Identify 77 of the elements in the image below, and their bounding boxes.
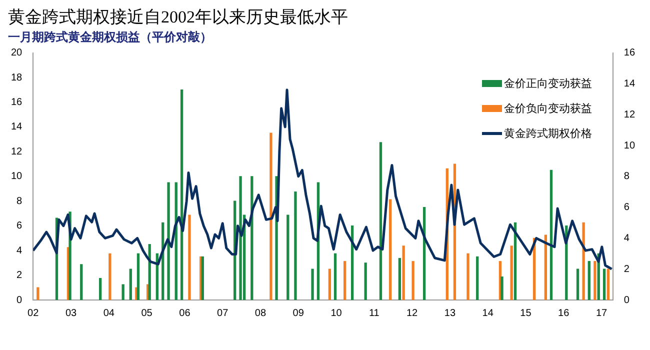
y-tick-label: 16	[11, 96, 23, 108]
bar	[364, 262, 367, 300]
bar	[328, 268, 332, 300]
bar	[286, 214, 290, 300]
x-tick-label: 14	[482, 308, 494, 319]
chart-title: 黄金跨式期权接近自2002年以来历史最低水平	[8, 8, 348, 27]
x-tick-label: 06	[179, 308, 191, 319]
x-tick-label: 09	[292, 308, 304, 319]
bar	[594, 261, 596, 300]
y2-tick-label: 4	[624, 232, 630, 244]
x-tick-label: 07	[217, 308, 229, 319]
bar	[99, 278, 102, 300]
x-tick-label: 03	[65, 308, 78, 319]
bar	[294, 192, 297, 300]
y-tick-label: 12	[11, 146, 23, 158]
x-tick-label: 05	[141, 308, 153, 319]
y2-tick-label: 8	[624, 171, 630, 182]
x-tick-label: 08	[254, 308, 266, 319]
x-tick-label: 17	[596, 308, 608, 319]
y-tick-label: 4	[16, 245, 23, 256]
y-tick-label: 14	[11, 122, 23, 133]
bar	[582, 222, 585, 300]
y2-tick-label: 10	[624, 140, 636, 152]
y-tick-label: 8	[16, 196, 23, 207]
y2-tick-label: 2	[624, 264, 630, 275]
bar	[606, 268, 610, 300]
x-tick-label: 10	[330, 308, 342, 319]
bar	[500, 276, 504, 300]
bar	[239, 176, 242, 300]
bar	[576, 268, 580, 300]
bar	[334, 253, 337, 300]
y-tick-label: 10	[11, 171, 23, 182]
legend-label: 金价正向变动获益	[504, 76, 592, 91]
y-tick-label: 20	[11, 48, 23, 59]
bar	[476, 256, 479, 300]
bar	[544, 234, 547, 300]
bar	[136, 253, 140, 300]
bar	[108, 253, 112, 300]
bar	[80, 264, 83, 300]
bar	[180, 90, 184, 300]
chart-subtitle: 一月期跨式黄金期权损益（平价对敲）	[8, 30, 212, 44]
y2-tick-label: 12	[624, 109, 636, 120]
bar	[510, 246, 513, 300]
y-tick-label: 2	[16, 270, 23, 282]
bar	[379, 142, 382, 300]
y2-tick-label: 0	[624, 294, 630, 306]
bar	[344, 261, 346, 300]
x-tick-label: 12	[406, 308, 418, 319]
y2-tick-label: 6	[624, 202, 630, 214]
bar	[398, 258, 402, 300]
y2-tick-label: 14	[624, 78, 636, 90]
bar	[311, 268, 314, 300]
bar	[466, 253, 470, 300]
bar	[402, 246, 405, 300]
bar	[167, 182, 170, 300]
bar	[270, 132, 272, 300]
bar	[129, 268, 132, 300]
legend-label: 金价负向变动获益	[504, 102, 592, 116]
bar	[550, 170, 553, 300]
x-tick-label: 11	[368, 308, 380, 319]
x-tick-label: 02	[28, 308, 40, 319]
x-tick-label: 13	[444, 308, 456, 319]
bar	[36, 287, 40, 300]
x-tick-label: 04	[103, 308, 115, 319]
y2-tick-label: 16	[624, 48, 636, 59]
y-tick-label: 6	[16, 220, 23, 232]
y-tick-label: 18	[11, 72, 23, 84]
legend-label: 黄金跨式期权价格	[504, 127, 592, 141]
bar	[388, 199, 392, 300]
bar	[588, 261, 590, 300]
x-tick-label: 15	[520, 308, 532, 319]
bar	[188, 214, 191, 300]
bar	[122, 284, 124, 300]
y-tick-label: 0	[16, 294, 23, 306]
bar	[412, 261, 414, 300]
bar	[602, 268, 606, 300]
x-tick-label: 16	[558, 308, 570, 319]
